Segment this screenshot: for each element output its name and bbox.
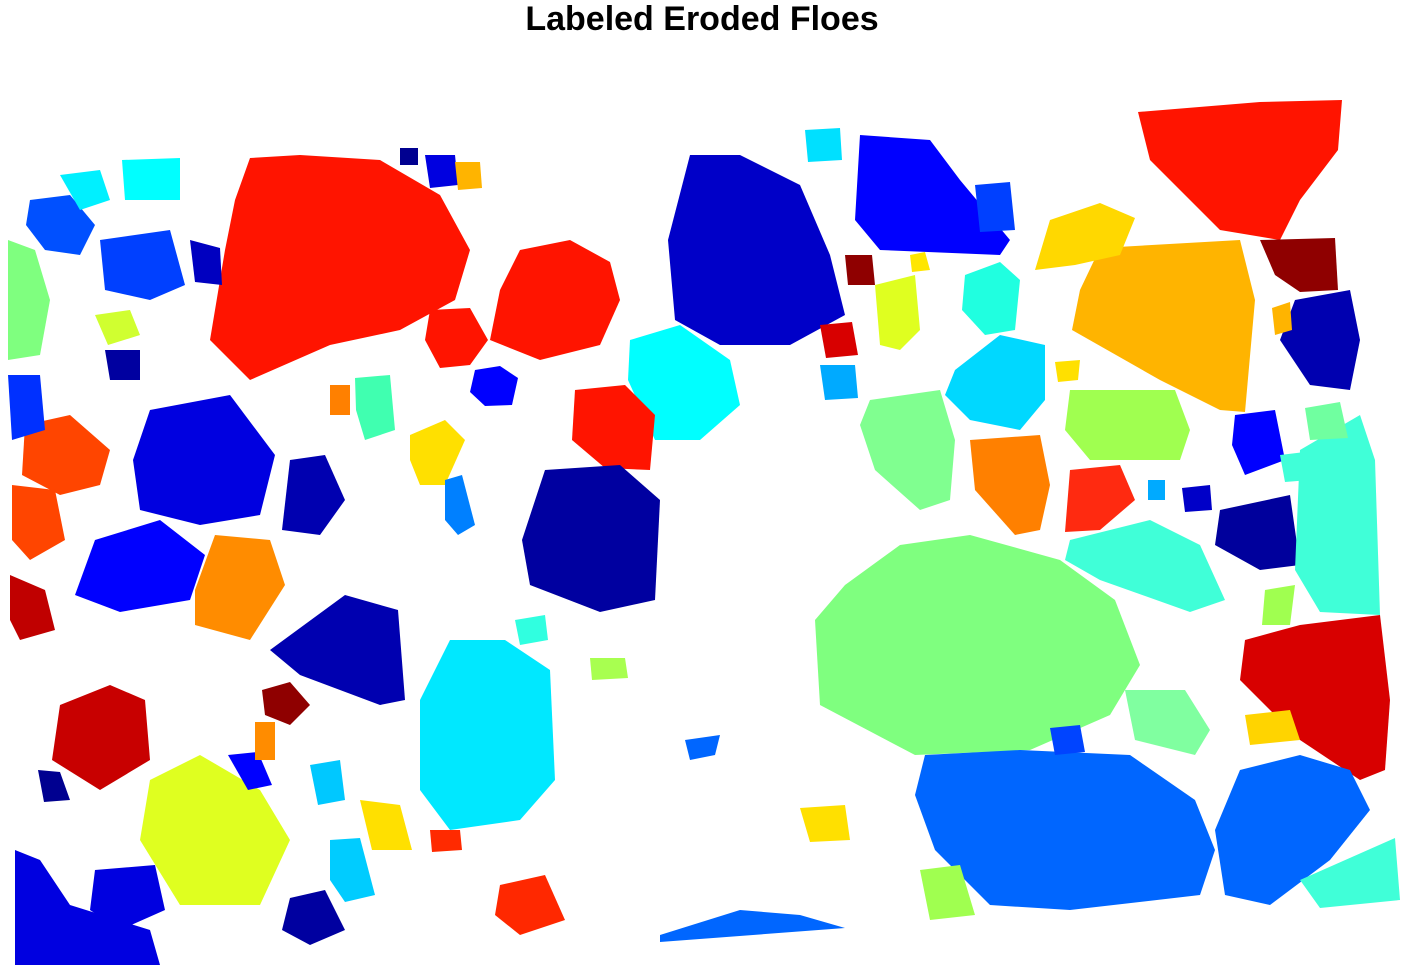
floe-orange-small [255,722,275,760]
floe-aqua-tl [60,170,110,210]
floe-yellow-right-sm [1055,360,1080,382]
floe-lightblue-top [820,365,858,400]
floe-green-right [860,390,955,510]
floe-navy-lowmid [270,595,405,705]
floe-blue-top-sm2 [425,155,458,188]
floe-navy-top-sm [400,148,418,165]
floe-aqua-low [515,615,548,645]
floe-yellow-small-mid [410,420,465,485]
floe-yellow-low [360,800,412,850]
floe-blue-left-mid [228,752,272,790]
floe-cyan-low [330,838,375,902]
floe-aqua-right [962,262,1020,335]
floe-navy-right [1280,290,1360,390]
floe-blue-left [133,395,275,525]
floe-lime-tl [95,310,140,345]
floe-navy-tl [190,240,222,285]
floe-cyan-tl [122,158,180,200]
floe-darkred-left [52,685,150,790]
floe-cyan-lowmid [420,640,555,830]
floe-green-tl [8,240,50,360]
floe-blue-left-2 [75,520,205,612]
floe-blue-edge-left [8,375,45,440]
floe-blue-small-mid [445,475,475,535]
floe-blue-right-small [1232,410,1285,475]
floe-yellow-low-right [1245,710,1300,745]
floe-red-low [430,830,462,852]
floe-cyan-right [945,335,1045,430]
floe-lime-far-right [1262,585,1295,625]
floe-navy-bottom [282,890,345,945]
floe-navy-center [522,465,660,612]
floe-yellowgreen-left [140,755,290,905]
floe-green-large [815,535,1140,755]
floe-yellow-low-2 [800,805,850,842]
floe-cyan-top-small [805,128,842,162]
floe-red-large [210,155,470,380]
floe-aqua-right-edge [1295,415,1380,615]
floe-red-top-right [1138,100,1342,240]
floe-blue-bottom-left-2 [90,865,165,930]
floe-darkred-small [262,682,310,725]
floe-red-mid-right [1065,465,1135,532]
floe-red-left-2 [12,485,65,560]
floe-blue-bottom-left [15,850,160,965]
floe-red-right-lower [1240,615,1390,780]
floe-orange-mid-small [330,385,350,415]
floe-navy-mid-right [1215,495,1300,570]
floe-blue-top-right [855,135,1010,255]
floe-orange-yellow-right [1272,302,1292,335]
floe-yellowgreen-top [875,275,920,350]
floe-blue-oval [470,366,518,406]
floe-navy-bot-left [38,770,70,802]
floe-aquagreen-mid [355,375,395,440]
floe-red-bottom [495,875,565,935]
floe-blue-tl-1 [26,195,95,255]
floe-blue-right-small-2 [1182,485,1212,512]
floe-blue-low-right [1050,725,1085,755]
floe-blue-top-small [975,182,1015,232]
floe-green-low-right [1125,690,1210,755]
floe-yellow-wedge [1035,203,1135,270]
floe-lightblue-right-small [1148,480,1165,500]
floe-orange-mid [970,435,1050,535]
floe-darkred-top [845,255,875,285]
floe-blue-low-small [685,735,720,760]
floe-blue-bottom-right [915,750,1215,910]
floe-cyan-mid [628,325,740,440]
floe-lime-low [590,658,628,680]
floe-yellowgreen-low [920,865,975,920]
floe-navy-tl-2 [105,350,140,380]
floe-lightblue-low [310,760,345,805]
floe-darkred-right [1260,238,1338,292]
floe-orange-right [1072,240,1255,412]
floe-blue-dark-top [668,155,845,345]
floe-aqua-bottom-right [1300,838,1400,908]
floe-yellow-top-small [910,252,930,272]
floe-red-mid [490,240,620,360]
floe-green-right-edge [1305,402,1348,440]
floe-orange-top-sm [455,162,482,190]
floe-red-left [22,415,110,495]
floe-blue-bottom-sliver [660,910,845,942]
floe-red-top-small [820,322,858,358]
floe-blue-bottom-right-2 [1215,755,1370,905]
floe-yellowgreen-right [1065,390,1190,460]
floe-orange-left [195,535,285,640]
figure-title: Labeled Eroded Floes [525,0,879,38]
floe-darkred-edge-left [10,575,55,640]
floe-red-patch [425,308,488,368]
floe-navy-left [282,455,345,535]
floe-red-small [572,385,655,470]
floe-aqua-wide [1065,520,1225,612]
floe-blue-tl-2 [100,230,185,300]
floe-aqua-far-right-mid [1280,452,1310,482]
